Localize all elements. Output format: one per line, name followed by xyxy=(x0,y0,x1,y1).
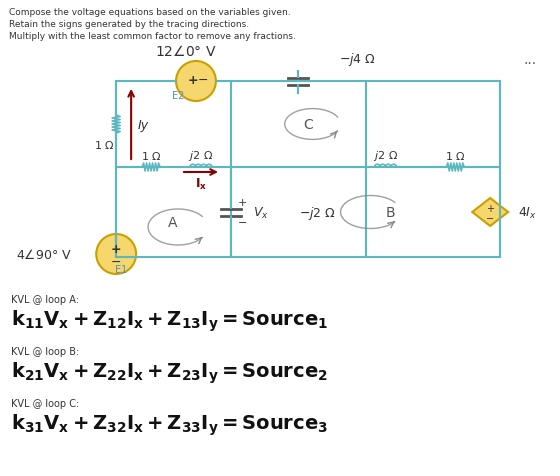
Text: $12\angle 0°$ V: $12\angle 0°$ V xyxy=(155,44,217,60)
Text: $1\ \Omega$: $1\ \Omega$ xyxy=(141,149,161,162)
Text: $4\angle 90°$ V: $4\angle 90°$ V xyxy=(16,248,71,261)
Text: +: + xyxy=(111,243,122,256)
Text: Compose the voltage equations based on the variables given.: Compose the voltage equations based on t… xyxy=(10,8,291,17)
Text: $\mathbf{I_x}$: $\mathbf{I_x}$ xyxy=(195,176,207,191)
Text: Retain the signs generated by the tracing directions.: Retain the signs generated by the tracin… xyxy=(10,20,250,29)
Text: $1\ \Omega$: $1\ \Omega$ xyxy=(445,149,465,162)
Text: $4I_x$: $4I_x$ xyxy=(518,205,537,220)
Text: −: − xyxy=(238,218,248,228)
Text: −: − xyxy=(111,255,122,268)
Text: $1\ \Omega$: $1\ \Omega$ xyxy=(94,139,115,151)
Text: A: A xyxy=(169,216,178,229)
Text: B: B xyxy=(386,206,395,219)
Text: KVL @ loop A:: KVL @ loop A: xyxy=(11,294,80,304)
Text: Iy: Iy xyxy=(138,118,150,131)
Text: $j2\ \Omega$: $j2\ \Omega$ xyxy=(188,149,213,163)
Text: C: C xyxy=(303,118,312,132)
Polygon shape xyxy=(472,198,508,227)
Text: +: + xyxy=(486,204,494,214)
Text: −: − xyxy=(486,214,494,224)
Text: E1: E1 xyxy=(115,265,127,275)
Text: $-j2\ \Omega$: $-j2\ \Omega$ xyxy=(299,204,336,221)
Text: +: + xyxy=(188,73,198,86)
Circle shape xyxy=(176,62,216,102)
Text: E2: E2 xyxy=(172,91,184,101)
Text: $-j4\ \Omega$: $-j4\ \Omega$ xyxy=(339,51,376,69)
Text: +: + xyxy=(238,198,248,208)
Text: $\mathbf{k_{21}V_x + Z_{22}I_x + Z_{23}I_y = Source_2}$: $\mathbf{k_{21}V_x + Z_{22}I_x + Z_{23}I… xyxy=(11,360,328,386)
Text: ...: ... xyxy=(524,53,536,67)
Text: KVL @ loop C:: KVL @ loop C: xyxy=(11,398,80,408)
Text: $\mathbf{k_{11}V_x + Z_{12}I_x + Z_{13}I_y = Source_1}$: $\mathbf{k_{11}V_x + Z_{12}I_x + Z_{13}I… xyxy=(11,308,329,334)
Text: −: − xyxy=(198,73,208,86)
Text: $j2\ \Omega$: $j2\ \Omega$ xyxy=(373,149,398,163)
Circle shape xyxy=(96,235,136,275)
Text: Multiply with the least common factor to remove any fractions.: Multiply with the least common factor to… xyxy=(10,32,296,41)
Text: $\mathbf{k_{31}V_x + Z_{32}I_x + Z_{33}I_y = Source_3}$: $\mathbf{k_{31}V_x + Z_{32}I_x + Z_{33}I… xyxy=(11,412,329,437)
Text: $V_x$: $V_x$ xyxy=(253,205,269,220)
Text: KVL @ loop B:: KVL @ loop B: xyxy=(11,346,80,356)
